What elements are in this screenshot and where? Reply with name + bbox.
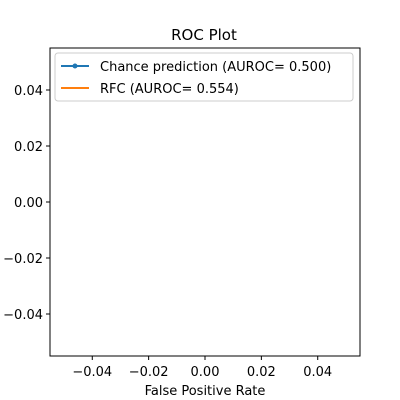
x-axis-label: False Positive Rate: [145, 384, 266, 399]
y-tick-label: −0.02: [3, 252, 43, 267]
x-tick-label: 0.04: [303, 365, 332, 380]
x-axis-ticks: −0.04 −0.02 0.00 0.02 0.04: [72, 356, 332, 380]
y-tick-label: 0.04: [14, 84, 43, 99]
y-tick-label: 0.00: [14, 196, 43, 211]
y-axis-ticks: −0.04 −0.02 0.00 0.02 0.04: [3, 84, 50, 323]
legend-entry-chance: Chance prediction (AUROC= 0.500): [61, 60, 331, 75]
legend-swatch-chance-marker: [72, 63, 78, 69]
legend-entry-rfc: RFC (AUROC= 0.554): [61, 82, 239, 97]
legend-box: [54, 52, 354, 102]
x-tick-label: 0.02: [247, 365, 276, 380]
chart-title: ROC Plot: [171, 26, 237, 44]
x-tick-label: 0.00: [191, 365, 220, 380]
x-tick-label: −0.04: [72, 365, 112, 380]
legend: Chance prediction (AUROC= 0.500) RFC (AU…: [54, 52, 354, 102]
y-tick-label: −0.04: [3, 308, 43, 323]
legend-label-chance: Chance prediction (AUROC= 0.500): [100, 60, 331, 75]
legend-label-rfc: RFC (AUROC= 0.554): [100, 82, 239, 97]
y-tick-label: 0.02: [14, 140, 43, 155]
x-tick-label: −0.02: [129, 365, 169, 380]
